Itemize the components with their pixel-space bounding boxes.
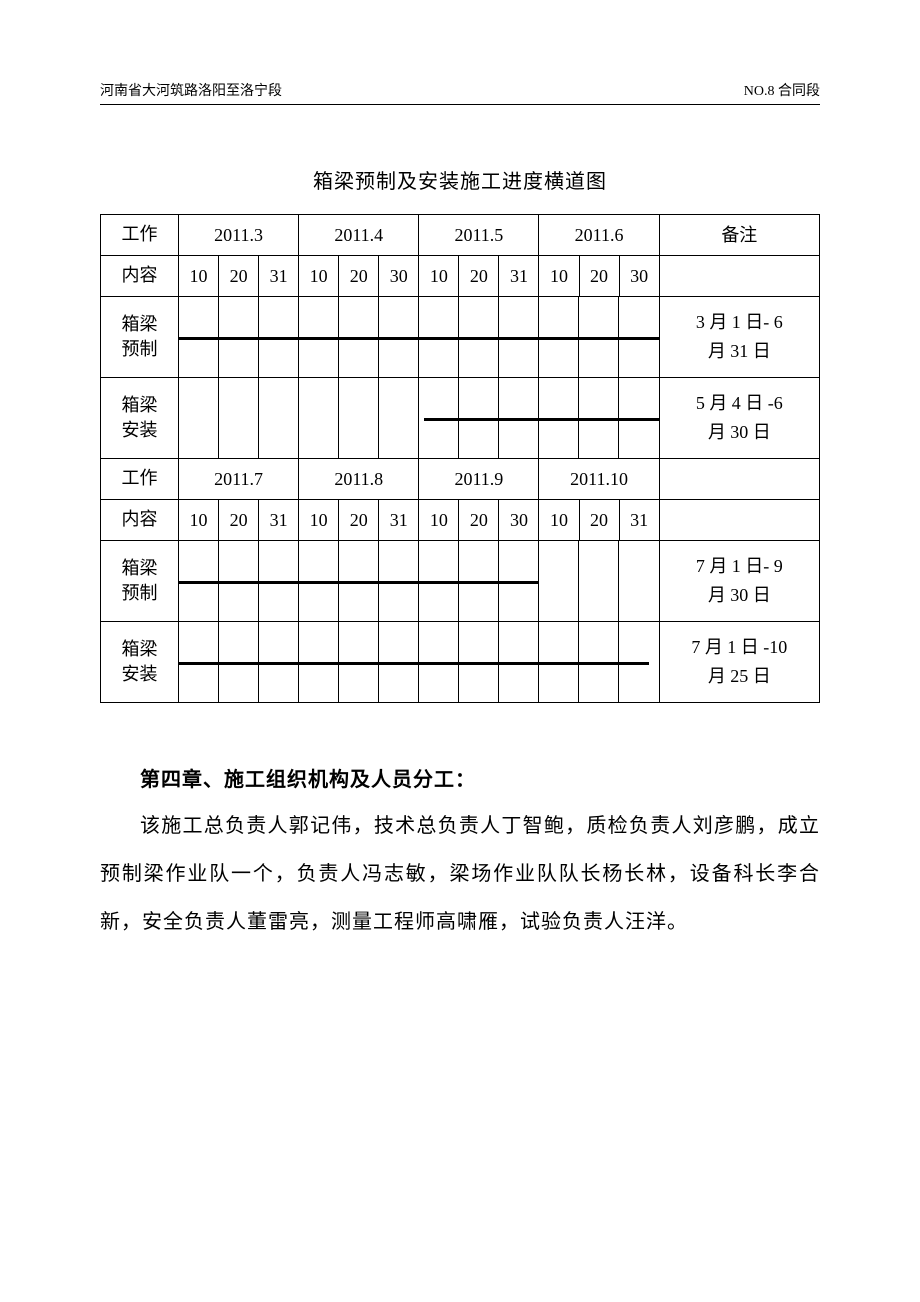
row-label-top: 箱梁 bbox=[101, 556, 178, 581]
row-label: 箱梁 预制 bbox=[101, 541, 179, 622]
day-cell: 10 bbox=[419, 256, 459, 297]
day-cell: 20 bbox=[579, 256, 619, 297]
col-content-label: 内容 bbox=[101, 256, 179, 297]
header-row-days-2: 内容 10 20 31 10 20 31 10 20 30 10 20 31 bbox=[101, 500, 820, 541]
note-blank bbox=[659, 256, 819, 297]
day-cell: 31 bbox=[259, 500, 299, 541]
chart-title: 箱梁预制及安装施工进度横道图 bbox=[100, 165, 820, 194]
section-body: 该施工总负责人郭记伟，技术总负责人丁智鲍，质检负责人刘彦鹏，成立预制梁作业队一个… bbox=[100, 802, 820, 946]
day-cell: 10 bbox=[179, 500, 219, 541]
month-cell: 2011.5 bbox=[419, 215, 539, 256]
header-row-months-2: 工作 2011.7 2011.8 2011.9 2011.10 bbox=[101, 459, 820, 500]
row-note: 3 月 1 日- 6 月 31 日 bbox=[659, 297, 819, 378]
note-line: 7 月 1 日 -10 bbox=[660, 633, 819, 662]
month-cell: 2011.8 bbox=[299, 459, 419, 500]
col-work-label: 工作 bbox=[101, 215, 179, 256]
row-label-bottom: 预制 bbox=[101, 581, 178, 606]
month-cell: 2011.9 bbox=[419, 459, 539, 500]
note-line: 月 30 日 bbox=[660, 581, 819, 610]
gantt-table: 工作 2011.3 2011.4 2011.5 2011.6 备注 内容 10 … bbox=[100, 214, 820, 703]
day-cell: 20 bbox=[219, 500, 259, 541]
bar-region bbox=[179, 622, 660, 703]
note-line: 月 30 日 bbox=[660, 418, 819, 447]
gantt-bar bbox=[179, 581, 539, 584]
row-note: 5 月 4 日 -6 月 30 日 bbox=[659, 378, 819, 459]
row-label-bottom: 安装 bbox=[101, 662, 178, 687]
note-line: 3 月 1 日- 6 bbox=[660, 308, 819, 337]
bar-region bbox=[179, 297, 660, 378]
note-blank bbox=[659, 500, 819, 541]
day-cell: 20 bbox=[579, 500, 619, 541]
page-header: 河南省大河筑路洛阳至洛宁段 NO.8 合同段 bbox=[100, 80, 820, 105]
col-note-label: 备注 bbox=[659, 215, 819, 256]
month-cell: 2011.6 bbox=[539, 215, 659, 256]
day-cell: 30 bbox=[499, 500, 539, 541]
row-label: 箱梁 安装 bbox=[101, 378, 179, 459]
note-line: 月 25 日 bbox=[660, 662, 819, 691]
day-cell: 20 bbox=[459, 500, 499, 541]
row-label: 箱梁 预制 bbox=[101, 297, 179, 378]
col-work-label: 工作 bbox=[101, 459, 179, 500]
day-cell: 30 bbox=[619, 256, 659, 297]
row-label-top: 箱梁 bbox=[101, 312, 178, 337]
row-label-top: 箱梁 bbox=[101, 637, 178, 662]
row-note: 7 月 1 日 -10 月 25 日 bbox=[659, 622, 819, 703]
gantt-bar bbox=[179, 337, 659, 340]
gantt-bar bbox=[424, 418, 659, 421]
month-cell: 2011.7 bbox=[179, 459, 299, 500]
day-cell: 10 bbox=[299, 256, 339, 297]
bar-region bbox=[179, 541, 660, 622]
month-cell: 2011.4 bbox=[299, 215, 419, 256]
row-note: 7 月 1 日- 9 月 30 日 bbox=[659, 541, 819, 622]
month-cell: 2011.3 bbox=[179, 215, 299, 256]
day-cell: 20 bbox=[459, 256, 499, 297]
day-cell: 10 bbox=[539, 256, 579, 297]
header-row-months-1: 工作 2011.3 2011.4 2011.5 2011.6 备注 bbox=[101, 215, 820, 256]
row-label-bottom: 安装 bbox=[101, 418, 178, 443]
day-cell: 10 bbox=[539, 500, 579, 541]
day-cell: 30 bbox=[379, 256, 419, 297]
day-cell: 31 bbox=[499, 256, 539, 297]
row-label-bottom: 预制 bbox=[101, 337, 178, 362]
bar-region bbox=[179, 378, 660, 459]
col-content-label: 内容 bbox=[101, 500, 179, 541]
note-line: 月 31 日 bbox=[660, 337, 819, 366]
section-heading: 第四章、施工组织机构及人员分工： bbox=[100, 763, 820, 792]
note-line: 5 月 4 日 -6 bbox=[660, 389, 819, 418]
day-cell: 10 bbox=[299, 500, 339, 541]
document-page: 河南省大河筑路洛阳至洛宁段 NO.8 合同段 箱梁预制及安装施工进度横道图 工作… bbox=[0, 0, 920, 1302]
note-blank bbox=[659, 459, 819, 500]
note-line: 7 月 1 日- 9 bbox=[660, 552, 819, 581]
month-cell: 2011.10 bbox=[539, 459, 659, 500]
day-cell: 31 bbox=[259, 256, 299, 297]
day-cell: 10 bbox=[179, 256, 219, 297]
header-right: NO.8 合同段 bbox=[744, 80, 820, 100]
day-cell: 20 bbox=[339, 500, 379, 541]
day-cell: 20 bbox=[219, 256, 259, 297]
gantt-bar bbox=[179, 662, 649, 665]
day-cell: 10 bbox=[419, 500, 459, 541]
header-left: 河南省大河筑路洛阳至洛宁段 bbox=[100, 80, 282, 100]
day-cell: 31 bbox=[619, 500, 659, 541]
header-row-days-1: 内容 10 20 31 10 20 30 10 20 31 10 20 30 bbox=[101, 256, 820, 297]
row-label: 箱梁 安装 bbox=[101, 622, 179, 703]
row-label-top: 箱梁 bbox=[101, 393, 178, 418]
day-cell: 20 bbox=[339, 256, 379, 297]
day-cell: 31 bbox=[379, 500, 419, 541]
